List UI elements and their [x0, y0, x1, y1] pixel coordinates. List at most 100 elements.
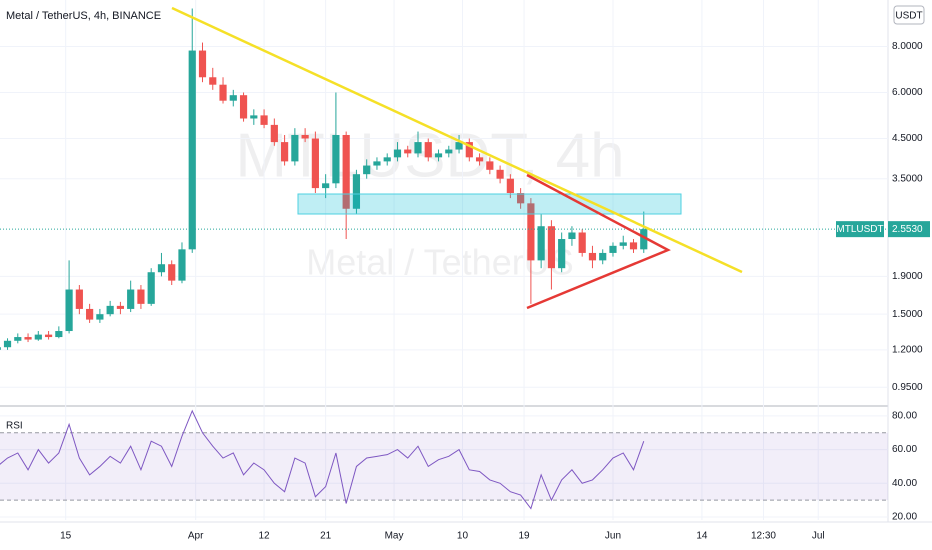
candle-body: [198, 50, 207, 78]
candle-body: [116, 305, 124, 309]
candle-body: [537, 226, 545, 261]
last-price-badge: [888, 221, 930, 238]
candle-body: [547, 226, 555, 269]
candle-body: [96, 314, 104, 320]
y-tick-label: 4.5000: [892, 133, 923, 144]
x-tick-label: Jul: [812, 531, 825, 542]
candle-body: [640, 229, 648, 250]
x-tick-label: 19: [518, 531, 530, 542]
candle-body: [342, 134, 350, 209]
candle-body: [311, 138, 319, 189]
candle-body: [14, 337, 22, 341]
x-tick-label: Apr: [188, 531, 204, 542]
rsi-band: [0, 432, 888, 501]
candle-body: [414, 142, 422, 154]
x-tick-label: 12:30: [751, 531, 776, 542]
candle-body: [393, 149, 402, 158]
candle-body: [34, 334, 42, 340]
y-tick-label: 1.9000: [892, 271, 923, 282]
candle-body: [127, 289, 135, 309]
last-price-label: 2.5530: [892, 224, 923, 235]
x-tick-label: May: [385, 531, 404, 542]
candle-body: [404, 149, 412, 154]
candle-body: [147, 272, 155, 304]
rsi-tick-label: 20.00: [892, 512, 917, 523]
candle-body: [568, 232, 576, 240]
candle-body: [75, 289, 83, 309]
candle-body: [527, 203, 535, 261]
candle-body: [178, 249, 186, 281]
candle-body: [106, 305, 114, 315]
candle-body: [445, 149, 453, 154]
rsi-line: [0, 409, 645, 510]
candle-body: [65, 289, 73, 332]
candle-body: [44, 334, 53, 338]
candle-body: [475, 157, 484, 162]
candle-body: [455, 142, 463, 150]
candle-body: [558, 239, 566, 269]
candle-body: [168, 264, 176, 281]
candle-body: [55, 331, 63, 338]
candle-body: [578, 232, 586, 253]
support-zone: [297, 193, 682, 215]
candle-body: [383, 157, 391, 162]
x-tick-label: 15: [60, 531, 72, 542]
candle-body: [619, 242, 627, 246]
rsi-tick-label: 40.00: [892, 478, 917, 489]
candle-body: [424, 142, 432, 158]
currency-box[interactable]: [893, 5, 925, 25]
candle-body: [239, 95, 248, 119]
candle-body: [486, 161, 494, 170]
x-tick-label: 14: [696, 531, 708, 542]
candle-body: [506, 178, 514, 194]
candle-body: [281, 142, 289, 162]
y-tick-label: 6.0000: [892, 87, 923, 98]
trend-line: [171, 6, 743, 274]
symbol-label: MTLUSDT: [836, 224, 883, 235]
candle-body: [250, 115, 258, 119]
y-tick-label: 1.2000: [892, 344, 923, 355]
candle-body: [260, 115, 268, 125]
rsi-label: RSI: [6, 421, 23, 432]
y-tick-label: 8.0000: [892, 41, 923, 52]
candle-body: [629, 242, 638, 250]
y-tick-label: 3.5000: [892, 173, 923, 184]
y-tick-label: 0.9500: [892, 382, 923, 393]
x-tick-label: Jun: [605, 531, 621, 542]
candle-body: [322, 183, 330, 189]
candle-body: [352, 174, 361, 209]
candle-body: [434, 153, 443, 158]
x-tick-label: 21: [320, 531, 332, 542]
candle-body: [599, 252, 607, 261]
candle-body: [588, 252, 597, 261]
candle-body: [86, 308, 94, 320]
candle-body: [3, 340, 12, 348]
symbol-badge: [836, 221, 884, 238]
rsi-tick-label: 60.00: [892, 444, 917, 455]
candle-body: [229, 95, 237, 101]
candle-body: [496, 169, 504, 179]
candle-body: [609, 245, 617, 253]
candle-body: [219, 84, 227, 101]
candle-body: [157, 264, 166, 273]
x-tick-label: 12: [259, 531, 271, 542]
x-tick-label: 10: [457, 531, 469, 542]
candle-body: [209, 77, 217, 85]
currency[interactable]: USDT: [895, 11, 922, 22]
candle-body: [137, 289, 145, 304]
candle-body: [270, 124, 278, 143]
candle-body: [291, 134, 299, 162]
candle-body: [465, 142, 473, 158]
candle-body: [332, 134, 340, 184]
candle-body: [0, 347, 1, 350]
triangle-pattern: [526, 173, 671, 310]
candle-body: [188, 50, 196, 250]
y-tick-label: 1.5000: [892, 309, 923, 320]
candle-body: [373, 161, 381, 166]
candle-body: [517, 193, 525, 204]
chart-title: Metal / TetherUS, 4h, BINANCE: [6, 10, 161, 22]
candle-body: [24, 337, 32, 340]
candle-body: [363, 165, 371, 175]
